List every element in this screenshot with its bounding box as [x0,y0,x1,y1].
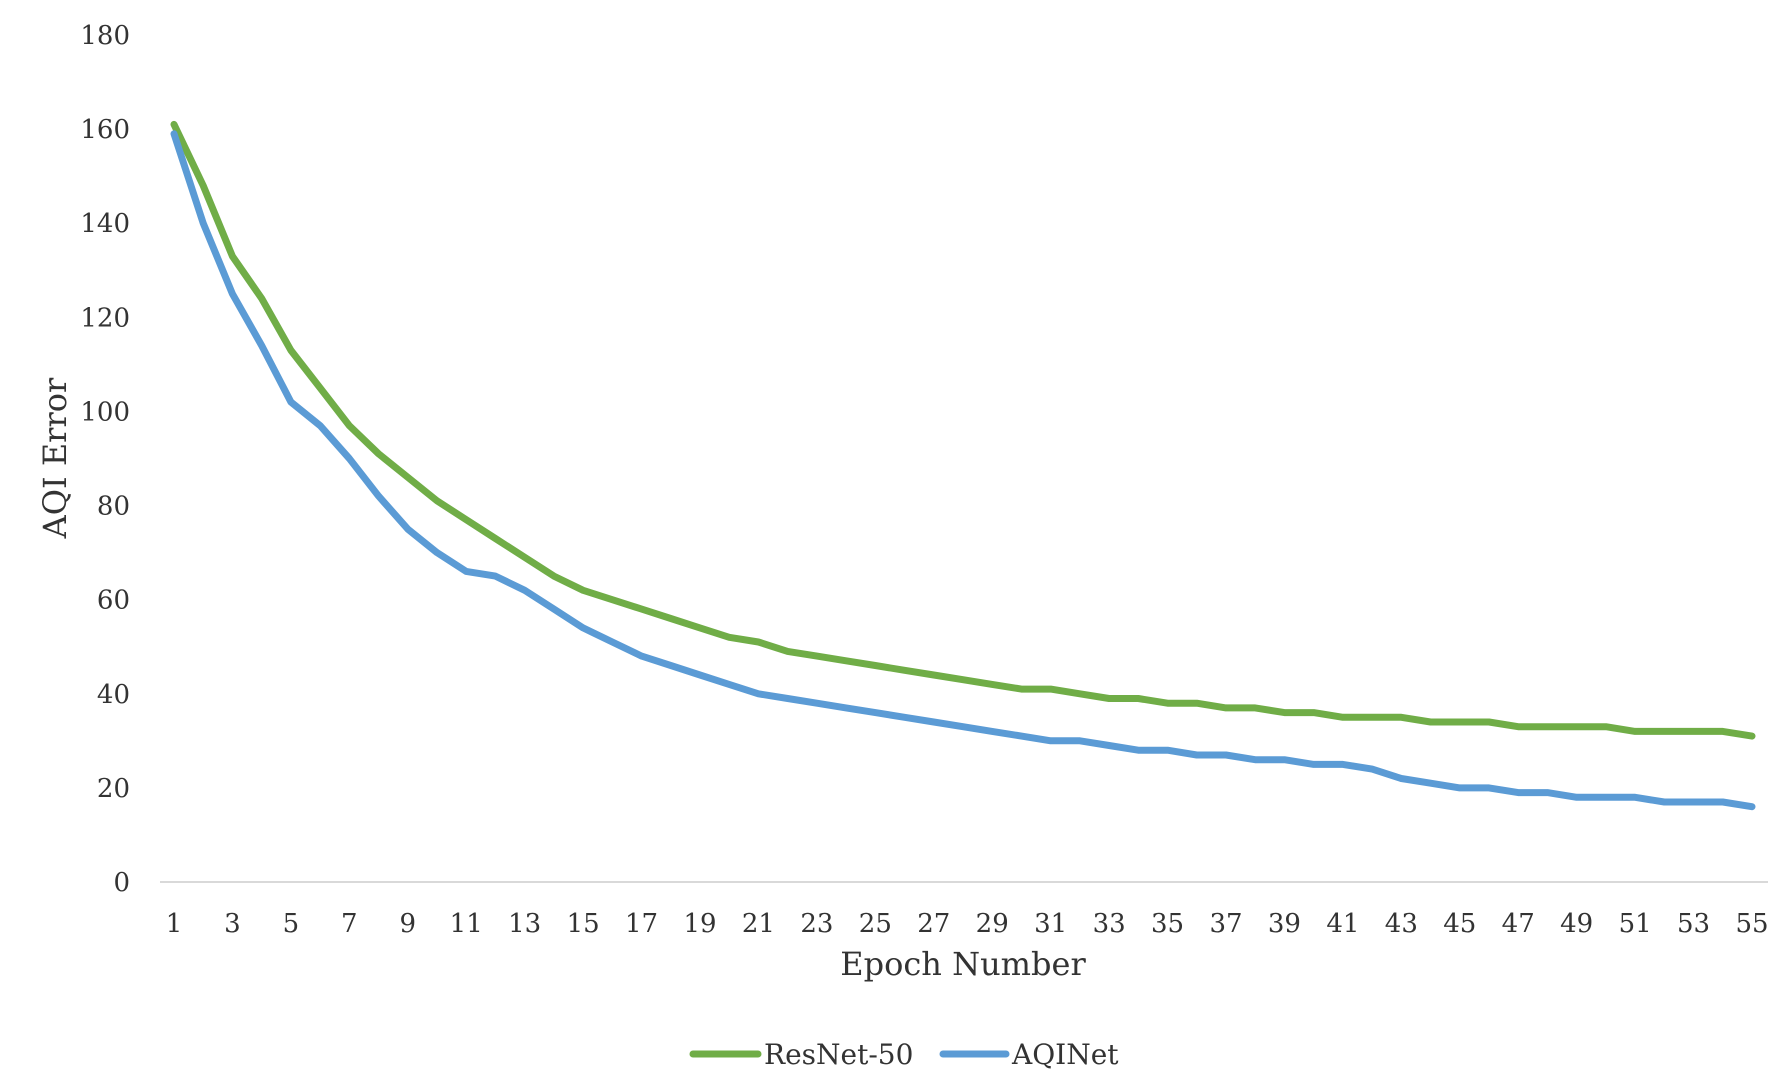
x-tick-label: 1 [166,909,183,939]
x-tick-label: 27 [917,909,950,939]
x-tick-label: 19 [683,909,716,939]
y-tick-label: 40 [97,680,130,710]
x-tick-label: 45 [1443,909,1476,939]
series-line [170,120,1756,740]
x-tick-label: 43 [1385,909,1418,939]
x-tick-label: 13 [508,909,541,939]
y-tick-label: 160 [80,115,130,145]
x-tick-label: 17 [625,909,658,939]
y-tick-label: 80 [97,492,130,522]
x-tick-label: 47 [1502,909,1535,939]
y-tick-label: 60 [97,586,130,616]
x-tick-label: 31 [1034,909,1067,939]
x-tick-label: 33 [1093,909,1126,939]
x-tick-label: 23 [800,909,833,939]
x-tick-label: 41 [1326,909,1359,939]
y-tick-label: 120 [80,303,130,333]
x-tick-label: 15 [567,909,600,939]
x-tick-label: 21 [742,909,775,939]
x-axis-ticks: 1 3 5 7 9 11 13 15 17 19 21 23 25 27 29 31 33 35 37 39 41 43 4… [166,909,1769,939]
series-lines [170,120,1756,811]
y-axis-title: AQI Error [36,377,74,539]
series-line [170,130,1756,811]
y-axis-ticks: 0 20 40 60 80 100 120 140 160 180 [80,21,130,898]
x-tick-label: 55 [1735,909,1768,939]
legend-label: AQINet [1011,1038,1119,1071]
x-tick-label: 5 [283,909,300,939]
legend-label: ResNet-50 [764,1038,913,1071]
y-tick-label: 20 [97,774,130,804]
x-tick-label: 51 [1619,909,1652,939]
x-tick-label: 29 [976,909,1009,939]
x-tick-label: 35 [1151,909,1184,939]
x-tick-label: 49 [1560,909,1593,939]
x-tick-label: 7 [341,909,358,939]
y-tick-label: 100 [80,397,130,427]
x-tick-label: 25 [859,909,892,939]
y-tick-label: 180 [80,21,130,51]
x-tick-label: 37 [1209,909,1242,939]
x-tick-label: 11 [450,909,483,939]
x-tick-label: 3 [224,909,241,939]
x-axis-title: Epoch Number [840,945,1086,983]
y-tick-label: 140 [80,209,130,239]
legend: ResNet-50 AQINet [689,1038,1119,1071]
x-tick-label: 39 [1268,909,1301,939]
x-tick-label: 9 [400,909,417,939]
y-tick-label: 0 [113,868,130,898]
x-tick-label: 53 [1677,909,1710,939]
